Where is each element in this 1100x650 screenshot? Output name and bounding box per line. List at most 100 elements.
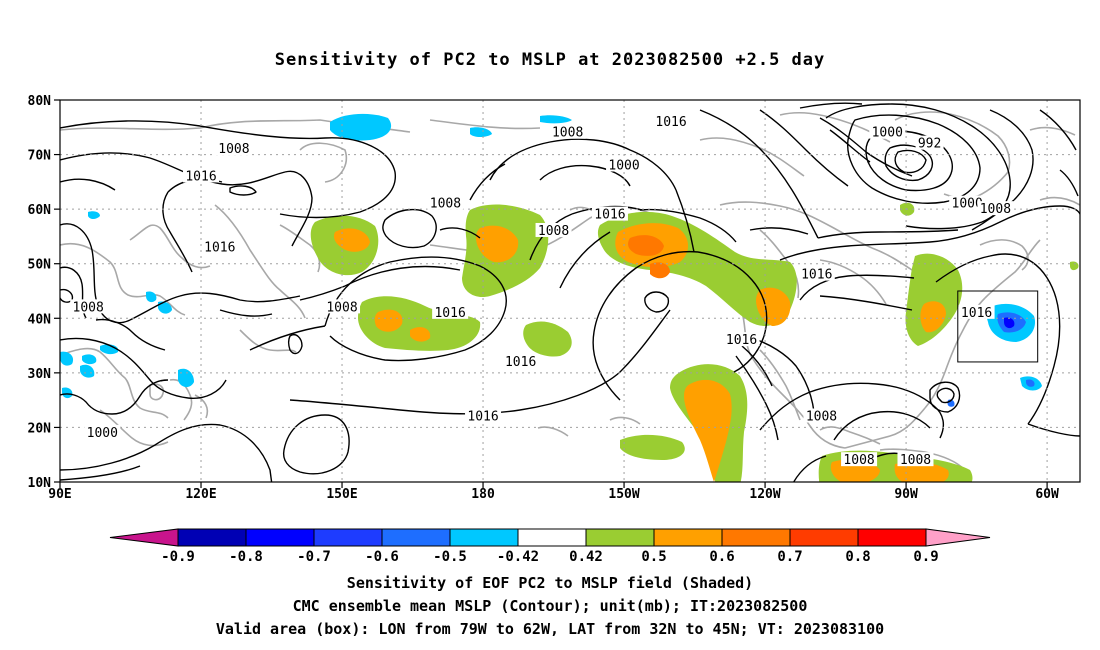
lon-tick-label: 90W	[894, 487, 918, 502]
positive-sensitivity-shading	[310, 202, 1079, 482]
colorbar-segment	[381, 528, 451, 547]
colorbar-segment	[245, 528, 315, 547]
contour-label: 1016	[204, 240, 235, 255]
contour-label: 1008	[900, 453, 931, 468]
latitude-axis: 80N 70N 60N 50N 40N 30N 20N 10N	[28, 94, 60, 491]
contour-label-bg	[432, 304, 469, 319]
colorbar-segment	[857, 528, 927, 547]
colorbar-high-triangle	[925, 528, 991, 547]
contour-label: 1008	[538, 224, 569, 239]
contour-label-bg	[803, 408, 840, 423]
colorbar-label: -0.6	[365, 549, 399, 565]
colorbar-segment	[789, 528, 859, 547]
colorbar-label: 0.9	[913, 549, 938, 565]
colorbar-label: -0.42	[497, 549, 539, 565]
contour-label: 1000	[872, 126, 903, 141]
contour-label-bg	[70, 299, 107, 314]
contour-label: 1016	[726, 333, 757, 348]
map-title: Sensitivity of PC2 to MSLP at 2023082500…	[274, 50, 826, 70]
contour-label-bg	[897, 452, 934, 467]
colorbar-label: -0.5	[433, 549, 467, 565]
contour-label-bg	[869, 124, 906, 139]
colorbar-label: -0.8	[229, 549, 263, 565]
contour-label: 1016	[801, 268, 832, 283]
caption-valid-area: Valid area (box): LON from 79W to 62W, L…	[215, 620, 885, 638]
contour-label-bg	[502, 353, 539, 368]
caption-contour: CMC ensemble mean MSLP (Contour); unit(m…	[292, 597, 808, 615]
colorbar-segment	[653, 528, 723, 547]
contour-label: 1016	[434, 306, 465, 321]
mslp-contours	[60, 102, 1080, 482]
lat-tick-label: 50N	[28, 258, 52, 273]
lon-tick-label: 60W	[1035, 487, 1059, 502]
map-frame	[59, 99, 1081, 483]
colorbar: -0.9 -0.8 -0.7 -0.6 -0.5 -0.42 0.42 0.5 0.6 0.7 0.…	[109, 528, 991, 565]
lat-tick-label: 30N	[28, 367, 52, 382]
contour-label: 1000	[608, 158, 639, 173]
contour-label: 1016	[505, 355, 536, 370]
colorbar-segment	[517, 528, 587, 547]
colorbar-segment	[449, 528, 519, 547]
contour-label: 1016	[185, 169, 216, 184]
contour-label: 1008	[843, 453, 874, 468]
contour-label-bg	[606, 157, 643, 172]
contour-label-bg	[324, 299, 361, 314]
contour-label-bg	[915, 135, 944, 150]
contour-label: 992	[918, 137, 941, 152]
contour-label-bg	[549, 124, 586, 139]
lat-tick-label: 20N	[28, 421, 52, 436]
contour-label-bg	[653, 113, 690, 128]
contour-label: 1016	[961, 306, 992, 321]
contour-label: 1008	[73, 300, 104, 315]
lon-tick-label: 150E	[326, 487, 357, 502]
colorbar-segment	[721, 528, 791, 547]
contour-label-bg	[465, 408, 502, 423]
contour-label-bg	[201, 239, 238, 254]
lat-tick-label: 60N	[28, 203, 52, 218]
contour-label: 1008	[218, 142, 249, 157]
lat-tick-label: 80N	[28, 94, 52, 109]
coastlines	[60, 111, 1080, 471]
contour-label: 1016	[655, 115, 686, 130]
contour-label-bg	[84, 424, 121, 439]
colorbar-segment	[585, 528, 655, 547]
contour-label-bg	[977, 201, 1014, 216]
lat-tick-label: 70N	[28, 149, 52, 164]
contour-label: 1016	[594, 208, 625, 223]
contour-label-bg	[723, 332, 760, 347]
contour-label-bg	[841, 452, 878, 467]
contour-label: 1008	[806, 410, 837, 425]
contour-label-bg	[591, 206, 628, 221]
contour-label: 1000	[87, 426, 118, 441]
contour-label: 1008	[980, 202, 1011, 217]
contour-label-bg	[215, 141, 252, 156]
caption-shading: Sensitivity of EOF PC2 to MSLP field (Sh…	[346, 574, 754, 592]
contour-label: 1016	[467, 410, 498, 425]
contour-label: 1000	[952, 197, 983, 212]
contour-label: 1008	[552, 126, 583, 141]
contour-label-bg	[958, 304, 995, 319]
lon-tick-label: 120E	[185, 487, 216, 502]
lat-tick-label: 10N	[28, 476, 52, 491]
colorbar-low-triangle	[109, 528, 179, 547]
colorbar-segment	[177, 528, 247, 547]
longitude-axis: 90E 120E 150E 180 150W 120W 90W 60W	[48, 482, 1059, 502]
contour-label-bg	[535, 222, 572, 237]
colorbar-segment	[313, 528, 383, 547]
colorbar-label: 0.42	[569, 549, 603, 565]
contour-label: 1008	[430, 197, 461, 212]
lat-tick-label: 40N	[28, 312, 52, 327]
valid-area-box	[957, 290, 1039, 363]
contour-label-bg	[427, 195, 464, 210]
colorbar-label: -0.9	[161, 549, 195, 565]
lon-tick-label: 90E	[48, 487, 71, 502]
lon-tick-label: 120W	[749, 487, 780, 502]
colorbar-label: 0.5	[641, 549, 666, 565]
colorbar-label: 0.6	[709, 549, 734, 565]
colorbar-label: 0.8	[845, 549, 870, 565]
lon-tick-label: 180	[471, 487, 495, 502]
colorbar-label: 0.7	[777, 549, 802, 565]
contour-label-bg	[183, 168, 220, 183]
